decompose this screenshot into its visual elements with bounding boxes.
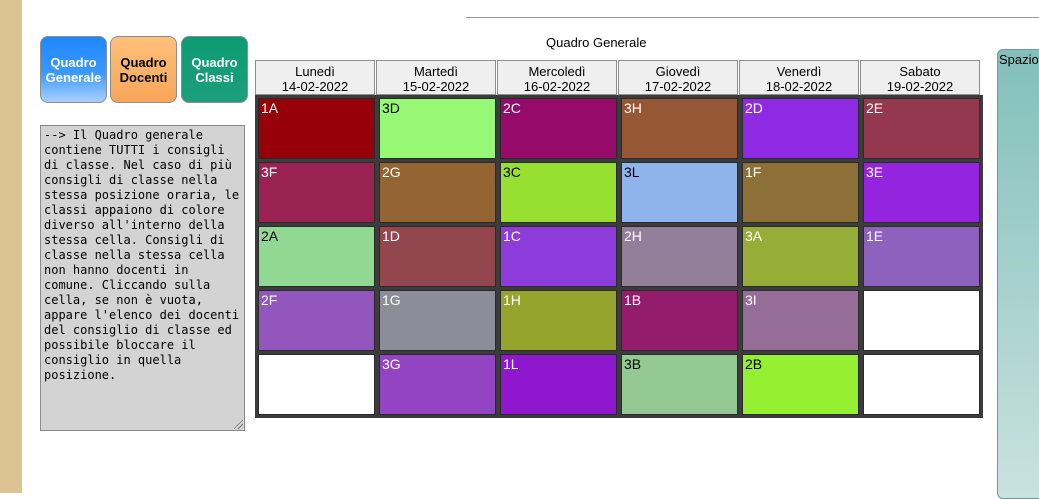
day-date: 15-02-2022 <box>402 79 470 94</box>
schedule-cell-1a[interactable]: 1A <box>258 98 375 159</box>
schedule-cell-1d[interactable]: 1D <box>379 226 496 287</box>
spazio-panel-title: Spazio <box>999 52 1039 67</box>
schedule-cell-3d[interactable]: 3D <box>379 98 496 159</box>
schedule-cell-3l[interactable]: 3L <box>621 162 738 223</box>
day-header: Venerdì 18-02-2022 <box>739 60 859 95</box>
schedule-cell-1b[interactable]: 1B <box>621 290 738 351</box>
schedule-cell-2h[interactable]: 2H <box>621 226 738 287</box>
schedule-cell-3e[interactable]: 3E <box>863 162 980 223</box>
day-date: 17-02-2022 <box>644 79 712 94</box>
day-header: Mercoledì 16-02-2022 <box>497 60 617 95</box>
schedule-cell-empty[interactable] <box>258 354 375 415</box>
schedule-cell-2g[interactable]: 2G <box>379 162 496 223</box>
day-name: Mercoledì <box>528 64 586 79</box>
day-date: 14-02-2022 <box>281 79 349 94</box>
day-name: Lunedì <box>295 64 335 79</box>
info-textarea[interactable]: --> Il Quadro generale contiene TUTTI i … <box>40 125 245 431</box>
schedule-cell-3h[interactable]: 3H <box>621 98 738 159</box>
day-header: Giovedì 17-02-2022 <box>618 60 738 95</box>
schedule-cell-2f[interactable]: 2F <box>258 290 375 351</box>
left-edge-strip <box>0 0 22 493</box>
schedule-cell-3i[interactable]: 3I <box>742 290 859 351</box>
schedule-grid <box>255 95 983 418</box>
schedule-cell-2e[interactable]: 2E <box>863 98 980 159</box>
quadro-docenti-label: Quadro Docenti <box>119 54 168 85</box>
day-date: 19-02-2022 <box>886 79 954 94</box>
quadro-generale-label: Quadro Generale <box>45 54 102 85</box>
schedule-cell-1g[interactable]: 1G <box>379 290 496 351</box>
schedule-cell-2a[interactable]: 2A <box>258 226 375 287</box>
schedule-cell-3g[interactable]: 3G <box>379 354 496 415</box>
info-text: --> Il Quadro generale contiene TUTTI i … <box>44 128 240 382</box>
resize-handle-icon[interactable] <box>234 420 243 429</box>
schedule-cell-empty[interactable] <box>863 354 980 415</box>
day-name: Martedì <box>413 64 459 79</box>
schedule-cell-3a[interactable]: 3A <box>742 226 859 287</box>
schedule-cell-2c[interactable]: 2C <box>500 98 617 159</box>
schedule-cell-1c[interactable]: 1C <box>500 226 617 287</box>
day-name: Venerdì <box>776 64 822 79</box>
day-date: 16-02-2022 <box>523 79 591 94</box>
schedule-cell-3c[interactable]: 3C <box>500 162 617 223</box>
schedule-cell-empty[interactable] <box>863 290 980 351</box>
quadro-classi-label: Quadro Classi <box>191 54 238 85</box>
schedule-cell-1f[interactable]: 1F <box>742 162 859 223</box>
day-header: Martedì 15-02-2022 <box>376 60 496 95</box>
day-header: Sabato 19-02-2022 <box>860 60 980 95</box>
day-header: Lunedì 14-02-2022 <box>255 60 375 95</box>
quadro-docenti-button[interactable]: Quadro Docenti <box>110 36 177 103</box>
spazio-panel: Spazio <box>997 49 1039 499</box>
schedule-cell-1e[interactable]: 1E <box>863 226 980 287</box>
schedule-cell-2b[interactable]: 2B <box>742 354 859 415</box>
schedule-cell-3f[interactable]: 3F <box>258 162 375 223</box>
grid-title: Quadro Generale <box>546 35 647 50</box>
schedule-cell-2d[interactable]: 2D <box>742 98 859 159</box>
quadro-generale-button[interactable]: Quadro Generale <box>40 36 107 103</box>
schedule-cell-3b[interactable]: 3B <box>621 354 738 415</box>
schedule-cell-1l[interactable]: 1L <box>500 354 617 415</box>
quadro-classi-button[interactable]: Quadro Classi <box>181 36 248 103</box>
day-name: Sabato <box>899 64 941 79</box>
schedule-cell-1h[interactable]: 1H <box>500 290 617 351</box>
top-divider <box>466 17 1039 18</box>
day-name: Giovedì <box>655 64 701 79</box>
day-date: 18-02-2022 <box>765 79 833 94</box>
